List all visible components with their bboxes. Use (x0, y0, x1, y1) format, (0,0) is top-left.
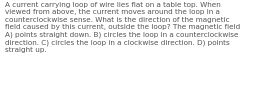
Text: A current carrying loop of wire lies flat on a table top. When
viewed from above: A current carrying loop of wire lies fla… (5, 2, 240, 53)
